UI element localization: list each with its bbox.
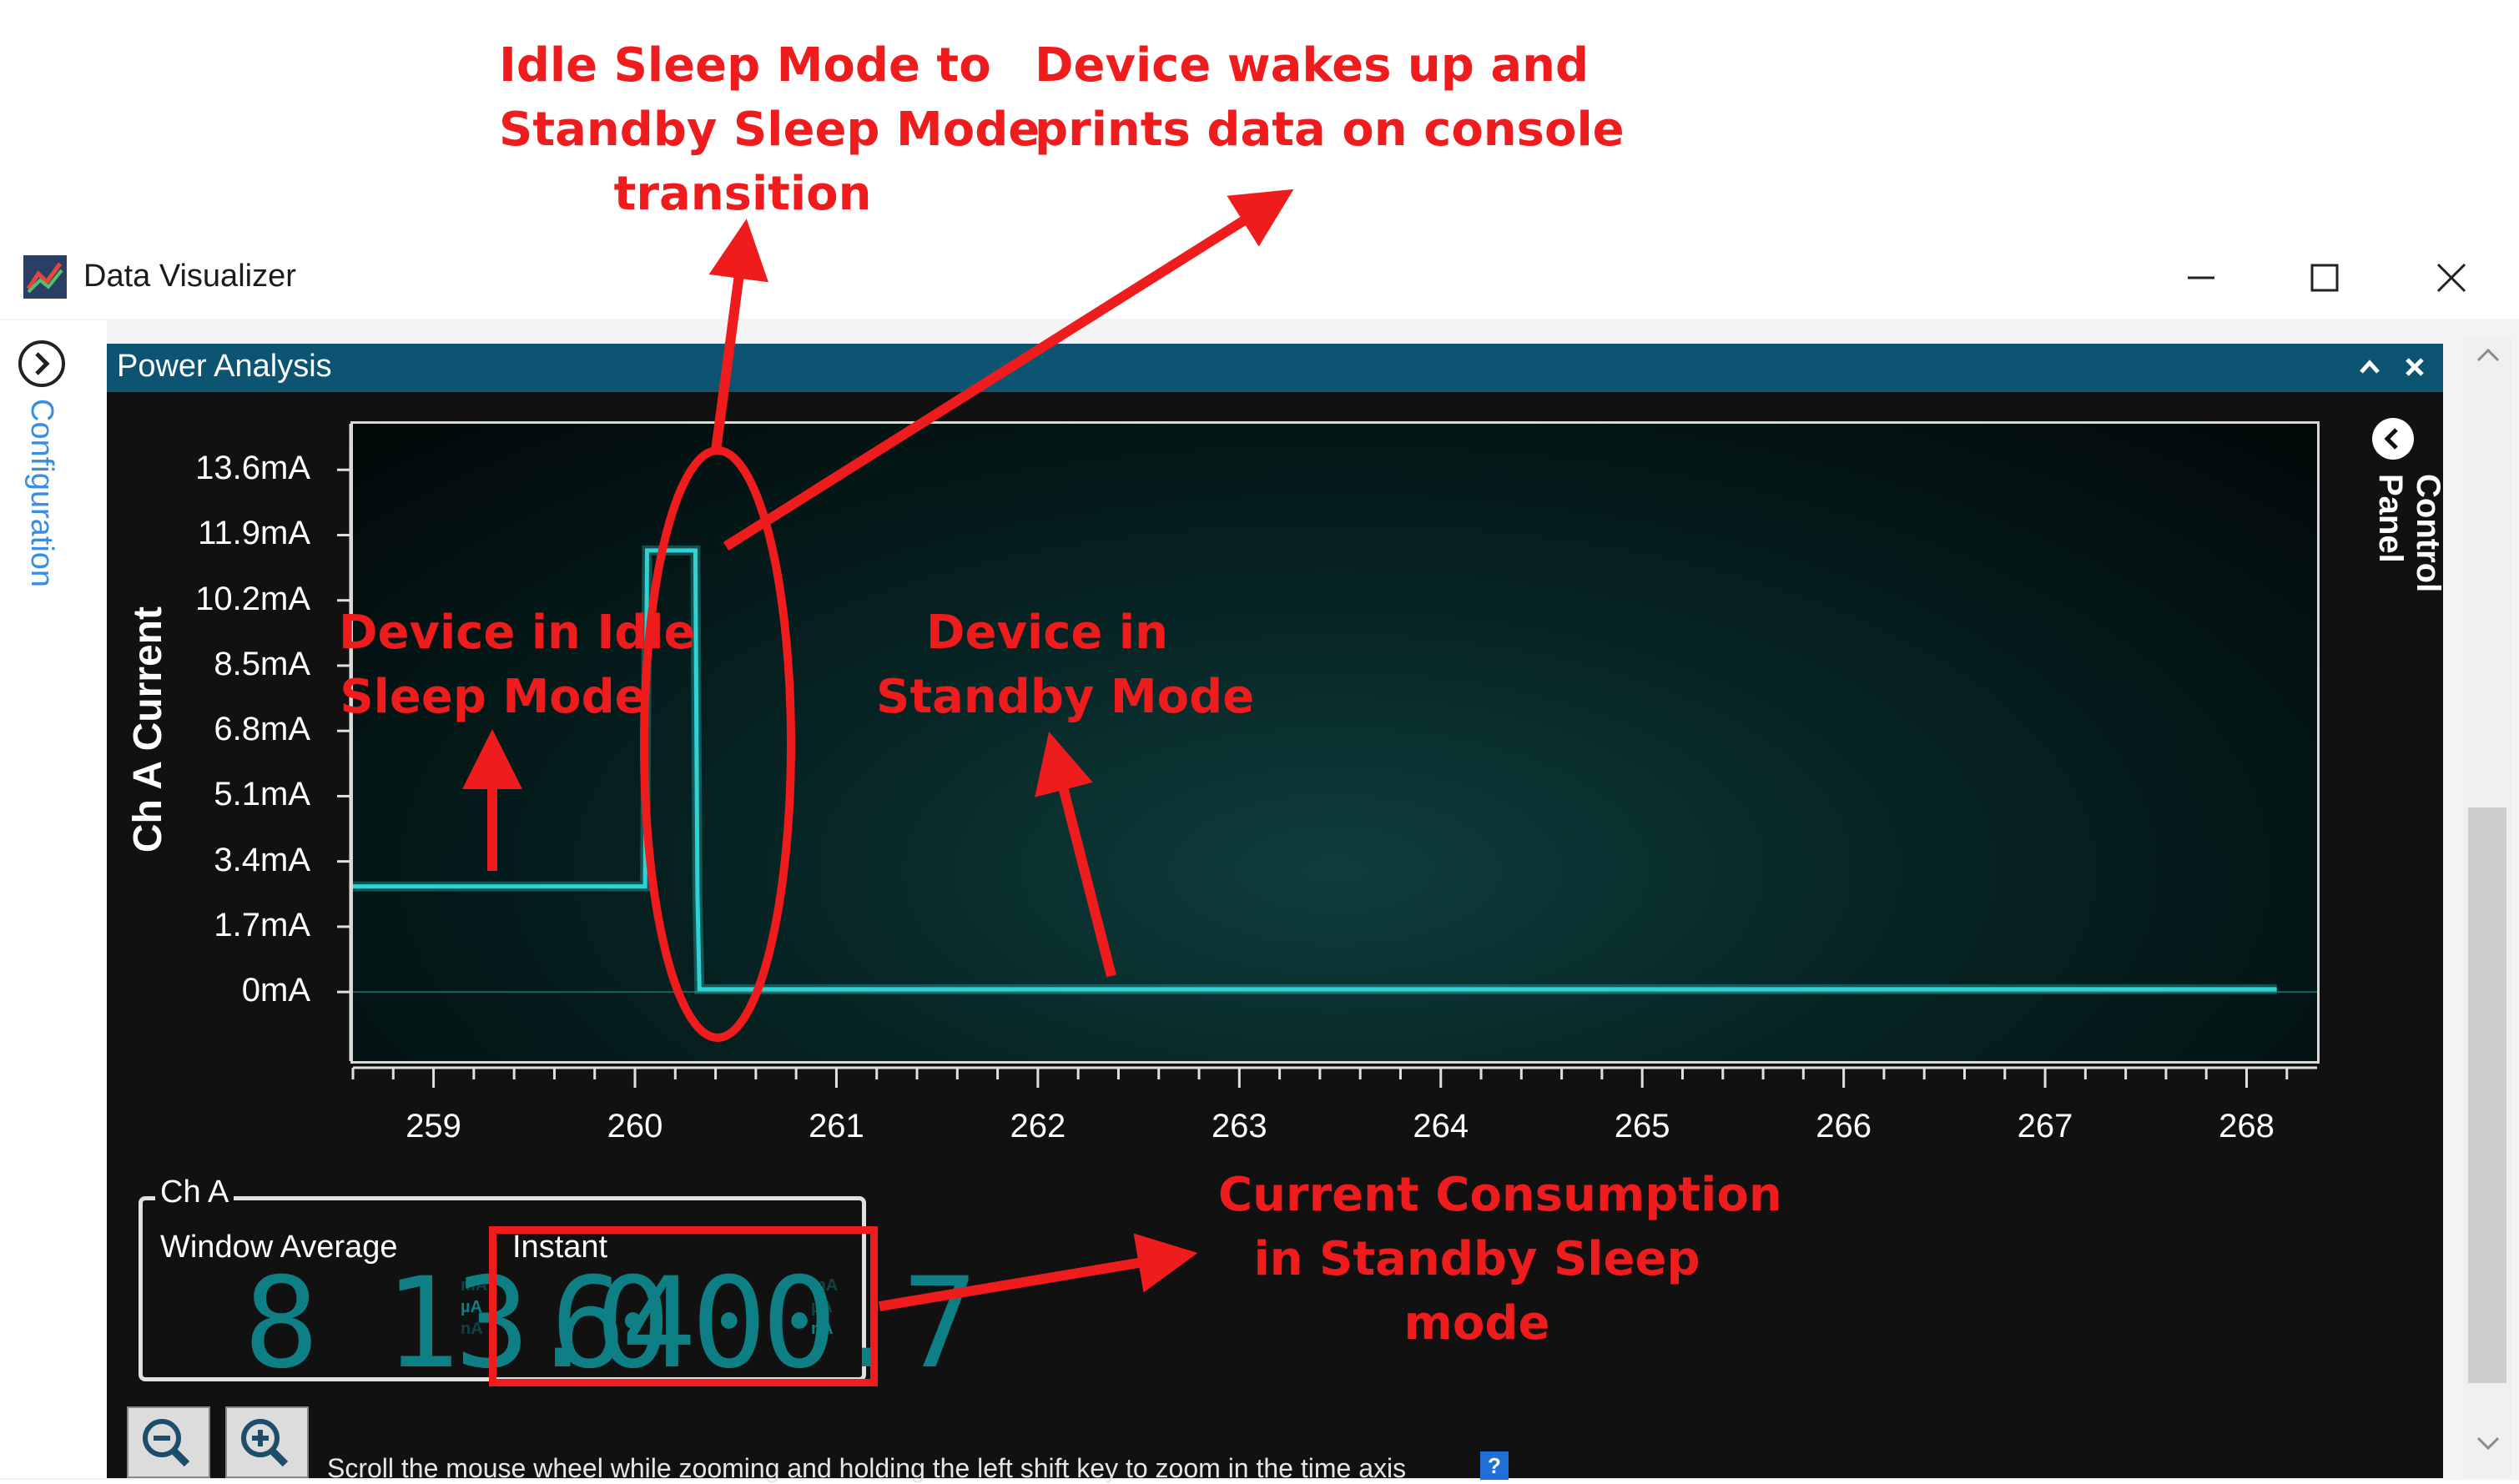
maximize-button[interactable] xyxy=(2275,242,2375,314)
current-plot-area[interactable] xyxy=(350,421,2320,1064)
x-tick-label: 262 xyxy=(1010,1108,1066,1144)
instant-units: mA µA nA xyxy=(811,1276,839,1338)
scroll-down-arrow[interactable] xyxy=(2471,1426,2505,1460)
x-axis xyxy=(351,1066,2317,1088)
y-tick-label: 0mA xyxy=(241,972,310,1009)
y-tick-label: 6.8mA xyxy=(214,711,310,748)
annotation-consumption: Current Consumption in Standby Sleep mod… xyxy=(1218,1168,1782,1351)
window-average-units: mA µA nA xyxy=(461,1276,488,1338)
zoom-in-button[interactable] xyxy=(225,1406,309,1478)
y-tick-label: 1.7mA xyxy=(214,906,310,943)
y-tick-label: 10.2mA xyxy=(195,580,310,617)
chevron-right-icon xyxy=(18,340,65,387)
minimize-button[interactable] xyxy=(2151,242,2251,314)
control-panel-toggle[interactable] xyxy=(2370,415,2416,462)
configuration-tab[interactable]: Configuration xyxy=(23,399,60,616)
expand-configuration-button[interactable] xyxy=(17,339,67,389)
close-icon xyxy=(2436,263,2466,293)
zoom-out-button[interactable] xyxy=(127,1406,210,1478)
annotation-idle-to-standby: Idle Sleep Mode to Standby Sleep Mode tr… xyxy=(499,38,1040,221)
x-tick-label: 264 xyxy=(1413,1108,1469,1144)
x-tick-label: 260 xyxy=(607,1108,663,1144)
scroll-up-arrow[interactable] xyxy=(2471,339,2505,372)
collapse-panel-button[interactable] xyxy=(2355,352,2385,382)
arrow-to-consumption xyxy=(879,1233,1198,1311)
x-tick-label: 265 xyxy=(1614,1108,1670,1144)
y-tick-label: 5.1mA xyxy=(214,776,310,813)
panel-title: Power Analysis xyxy=(117,349,332,384)
chevron-left-icon xyxy=(2372,418,2414,460)
instant-value: 6400.7 xyxy=(551,1251,978,1396)
x-tick-label: 259 xyxy=(406,1108,461,1144)
power-analysis-header xyxy=(107,344,2443,392)
chevron-up-icon xyxy=(2476,348,2500,362)
close-icon xyxy=(2406,358,2424,376)
scrollbar-thumb[interactable] xyxy=(2468,807,2506,1383)
minimize-icon xyxy=(2188,276,2214,279)
zoom-in-icon xyxy=(241,1419,289,1467)
arrow-to-transition xyxy=(708,219,768,451)
x-tick-label: 263 xyxy=(1211,1108,1267,1144)
zoom-out-icon xyxy=(143,1419,190,1467)
help-icon[interactable]: ? xyxy=(1480,1451,1509,1480)
app-icon xyxy=(23,255,67,299)
x-tick-label: 268 xyxy=(2219,1108,2275,1144)
instant-highlight-box xyxy=(489,1226,878,1386)
y-tick-label: 11.9mA xyxy=(198,515,310,552)
annotation-wakes-up: Device wakes up and prints data on conso… xyxy=(1035,38,1625,157)
window-average-label: Window Average xyxy=(160,1230,398,1265)
control-panel-label: Control Panel xyxy=(2372,474,2446,593)
chevron-up-icon xyxy=(2360,360,2380,374)
chevron-down-icon xyxy=(2476,1436,2500,1451)
channel-a-label: Ch A xyxy=(155,1175,234,1210)
instant-label: Instant xyxy=(512,1230,608,1265)
arrow-to-standby xyxy=(1035,732,1116,978)
x-tick-label: 266 xyxy=(1816,1108,1872,1144)
title-bar[interactable] xyxy=(0,237,2519,319)
y-tick-label: 8.5mA xyxy=(214,645,310,682)
close-panel-button[interactable] xyxy=(2400,352,2430,382)
x-tick-label: 261 xyxy=(809,1108,864,1144)
x-tick-label: 267 xyxy=(2017,1108,2073,1144)
window-title: Data Visualizer xyxy=(83,259,296,294)
configuration-sidebar xyxy=(0,320,107,1478)
window-average-value: 8 13.0 xyxy=(244,1251,671,1396)
annotation-idle-mode: Device in Idle Sleep Mode xyxy=(339,606,696,724)
y-tick-label: 13.6mA xyxy=(195,450,310,487)
current-trace-line xyxy=(353,548,2277,992)
close-button[interactable] xyxy=(2401,242,2501,314)
configuration-label: Configuration xyxy=(24,399,59,588)
arrow-to-wake xyxy=(723,189,1294,551)
maximize-icon xyxy=(2310,264,2339,292)
annotation-standby-mode: Device in Standby Mode xyxy=(876,606,1255,724)
control-panel-tab[interactable]: Control Panel xyxy=(2371,474,2446,691)
transition-ellipse xyxy=(640,446,795,1042)
y-tick-label: 3.4mA xyxy=(214,841,310,878)
